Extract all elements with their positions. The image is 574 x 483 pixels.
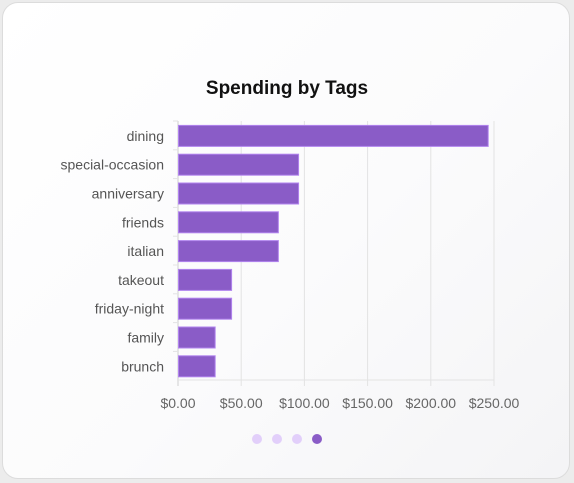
chart-card [2, 2, 570, 479]
pagination-dot-1[interactable] [252, 434, 262, 444]
bar-special-occasion [178, 153, 300, 176]
x-tick-label: $50.00 [220, 395, 263, 411]
y-category-label: special-occasion [61, 157, 165, 173]
bar-dining [178, 124, 489, 147]
pagination-dots [252, 434, 322, 446]
x-tick-label: $150.00 [342, 395, 393, 411]
x-tick-label: $100.00 [279, 395, 330, 411]
y-category-label: brunch [121, 358, 164, 374]
y-category-label: friday-night [95, 301, 164, 317]
x-tick-label: $250.00 [469, 395, 520, 411]
y-category-label: takeout [118, 272, 164, 288]
bar-takeout [178, 268, 233, 291]
y-category-label: italian [127, 243, 164, 259]
y-category-label: friends [122, 214, 164, 230]
y-category-label: dining [127, 128, 164, 144]
x-tick-label: $0.00 [160, 395, 195, 411]
pagination-dot-2[interactable] [272, 434, 282, 444]
bar-anniversary [178, 182, 300, 205]
pagination-dot-4[interactable] [312, 434, 322, 444]
bar-italian [178, 240, 279, 263]
bar-friday-night [178, 297, 233, 320]
bar-family [178, 326, 216, 349]
pagination-dot-3[interactable] [292, 434, 302, 444]
bar-brunch [178, 355, 216, 378]
chart-title-text: Spending by Tags [205, 78, 369, 99]
x-tick-label: $200.00 [405, 395, 456, 411]
y-category-label: anniversary [92, 186, 164, 202]
y-category-label: family [127, 330, 164, 346]
chart-title: Spending by Tags [0, 78, 574, 100]
bar-friends [178, 211, 279, 234]
